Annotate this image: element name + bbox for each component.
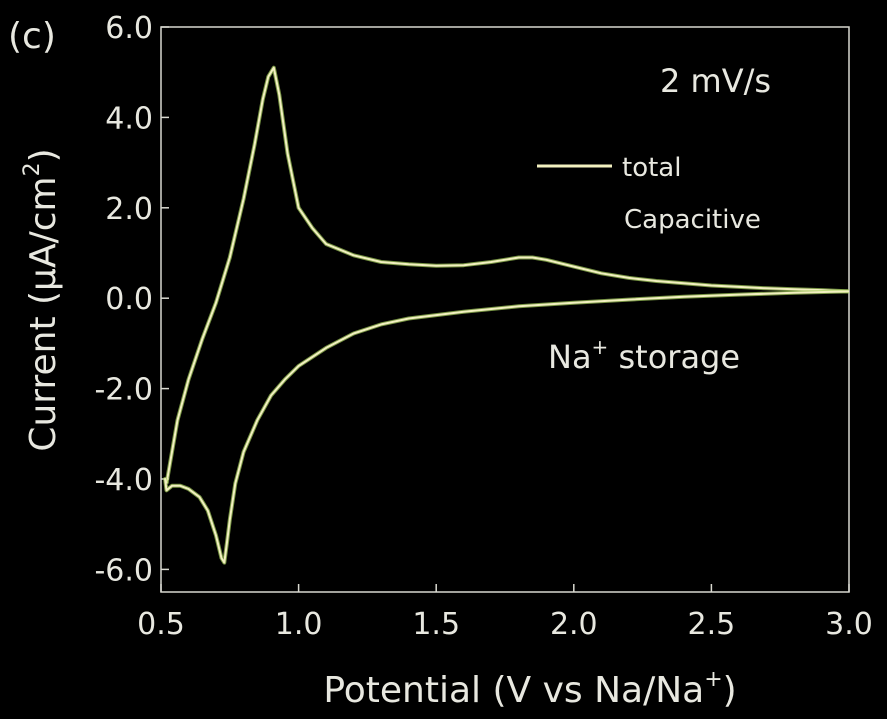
series-line-lower [164,290,850,564]
legend: total Capacitive [537,153,761,235]
storage-text: Na [548,338,592,376]
y-axis-ticks: 6.0 4.0 2.0 0.0 -2.0 -4.0 -6.0 [94,11,169,588]
x-axis-label: Potential (V vs Na/Na+) [323,667,736,711]
y-tick-label: -6.0 [94,553,153,588]
x-label-end: ) [723,670,737,711]
x-label-sup: + [704,667,722,692]
legend-label-capacitive: Capacitive [624,205,761,235]
scan-rate-annotation: 2 mV/s [660,62,771,100]
y-tick-label: 6.0 [105,11,153,46]
x-tick-label: 2.5 [688,607,736,642]
y-tick-label: 0.0 [105,282,153,317]
x-tick-label: 3.0 [825,607,873,642]
series-glow-lower [163,289,850,565]
series-line-upper [165,66,850,484]
y-axis-label: Current (µA/cm2) [20,148,64,451]
y-tick-label: 2.0 [105,192,153,227]
series-glow-upper [164,65,850,484]
x-tick-label: 2.0 [550,607,598,642]
x-label-text: Potential (V vs Na/Na [323,670,704,711]
plot-frame [160,26,850,593]
y-tick-label: -2.0 [94,373,153,408]
na-storage-annotation: Na+ storage [548,335,740,376]
storage-end: storage [608,338,740,376]
y-tick-label: 4.0 [105,101,153,136]
y-tick-label: -4.0 [94,463,153,498]
cv-curves [163,65,850,565]
y-label-text: Current (µA/cm [23,176,64,451]
x-tick-label: 0.5 [137,607,185,642]
y-label-end: ) [23,148,64,162]
x-tick-label: 1.0 [275,607,323,642]
y-label-sup: 2 [20,162,45,176]
legend-label-total: total [622,153,681,183]
x-axis-ticks: 0.5 1.0 1.5 2.0 2.5 3.0 [137,584,873,642]
x-tick-label: 1.5 [412,607,460,642]
storage-sup: + [592,335,609,359]
panel-label: (c) [8,16,56,57]
